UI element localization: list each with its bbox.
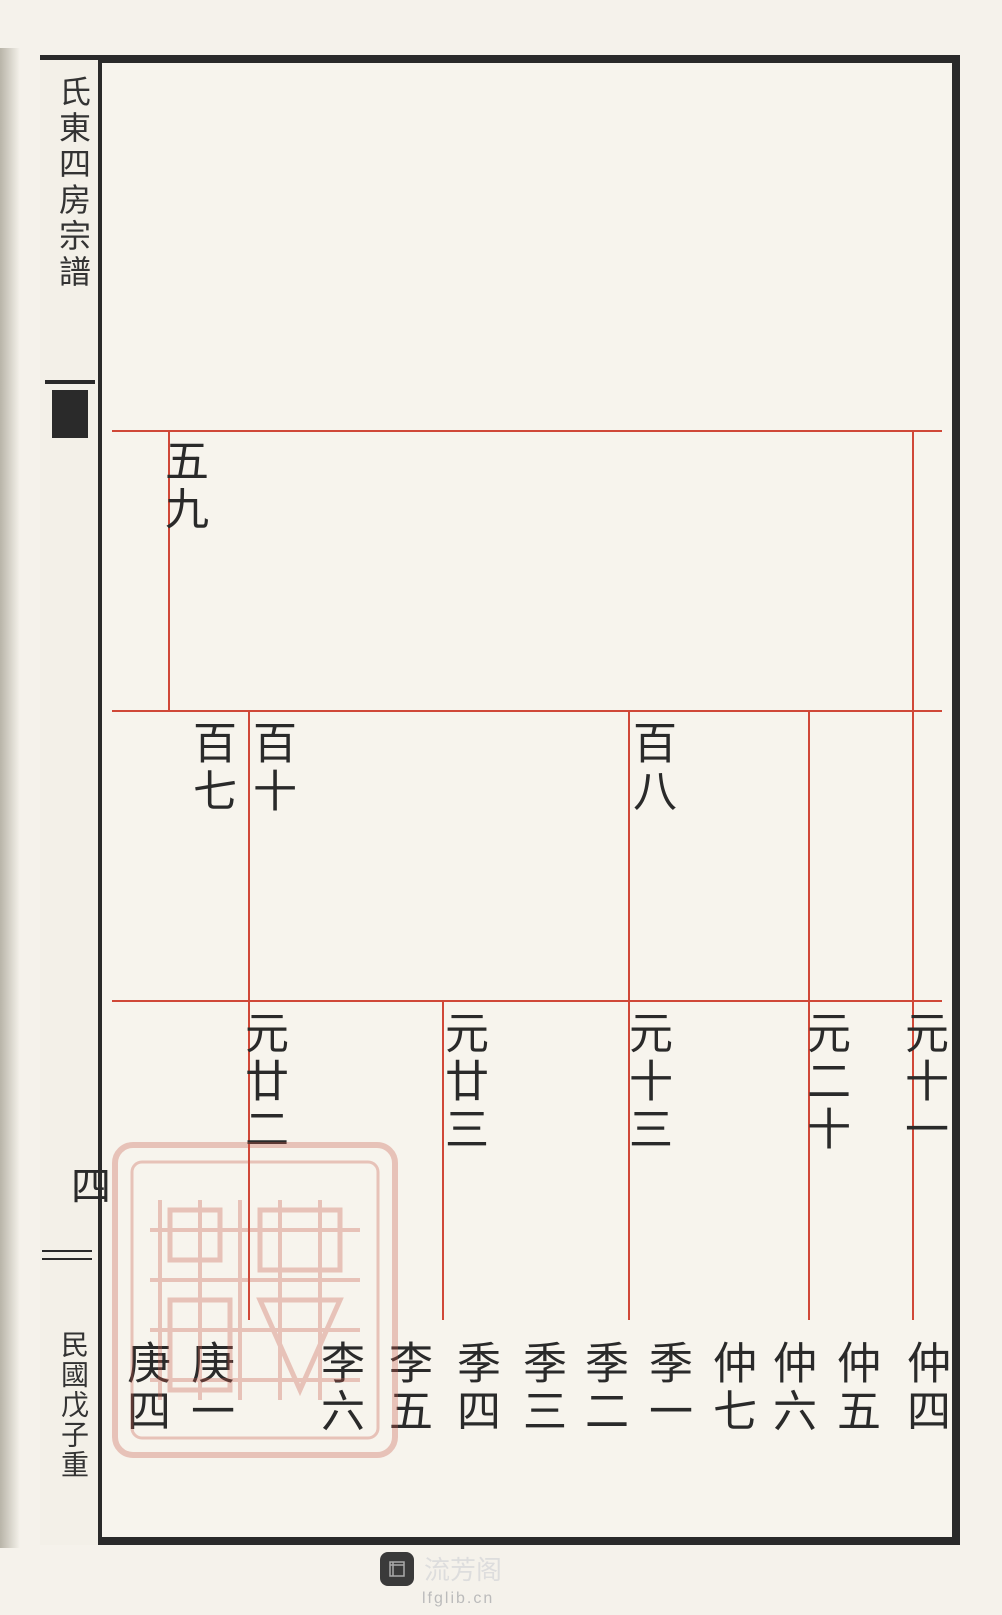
tree-node: 元十一	[890, 1010, 954, 1154]
paper-fold-shadow	[0, 48, 20, 1548]
library-seal	[110, 1140, 400, 1460]
tree-node: 元廿三	[430, 1010, 494, 1154]
tree-node: 仲七	[698, 1340, 762, 1436]
tree-node: 季四	[442, 1340, 506, 1436]
spine-fishtail-marker	[52, 390, 88, 438]
watermark: 流芳阁	[380, 1550, 502, 1587]
tree-node: 仲四	[892, 1340, 956, 1436]
tree-node: 百八	[618, 720, 682, 816]
tree-node: 仲五	[822, 1340, 886, 1436]
watermark-site-name: 流芳阁	[424, 1550, 502, 1587]
tree-node: 季二	[570, 1340, 634, 1436]
page-root: 氏東四房宗譜 四 民國戊子重 五九百七百十百八元廿二元廿三元十三元二十元十一庚四…	[0, 0, 1002, 1615]
spine-rule	[42, 1250, 92, 1252]
tree-connector-h	[112, 430, 942, 432]
tree-node: 元廿二	[230, 1010, 294, 1154]
watermark-icon	[380, 1552, 414, 1586]
watermark-url: lfglib.cn	[422, 1590, 494, 1608]
tree-node: 元十三	[614, 1010, 678, 1154]
tree-node: 百七	[178, 720, 242, 816]
tree-node: 元二十	[792, 1010, 856, 1154]
tree-node: 百十	[238, 720, 302, 816]
tree-connector-v	[912, 430, 914, 1320]
spine-divider	[45, 380, 95, 384]
tree-node: 季三	[508, 1340, 572, 1436]
spine-rule	[42, 1258, 92, 1260]
tree-node: 季一	[634, 1340, 698, 1436]
tree-connector-h	[112, 710, 942, 712]
spine-edition-text: 民國戊子重	[52, 1330, 92, 1480]
tree-node: 五九	[150, 438, 214, 534]
tree-connector-v	[808, 710, 810, 1000]
tree-node: 仲六	[758, 1340, 822, 1436]
spine-title: 氏東四房宗譜	[50, 75, 96, 291]
spine-page-number: 四	[58, 1165, 116, 1205]
spine-border	[98, 60, 102, 1540]
tree-connector-h	[112, 1000, 942, 1002]
